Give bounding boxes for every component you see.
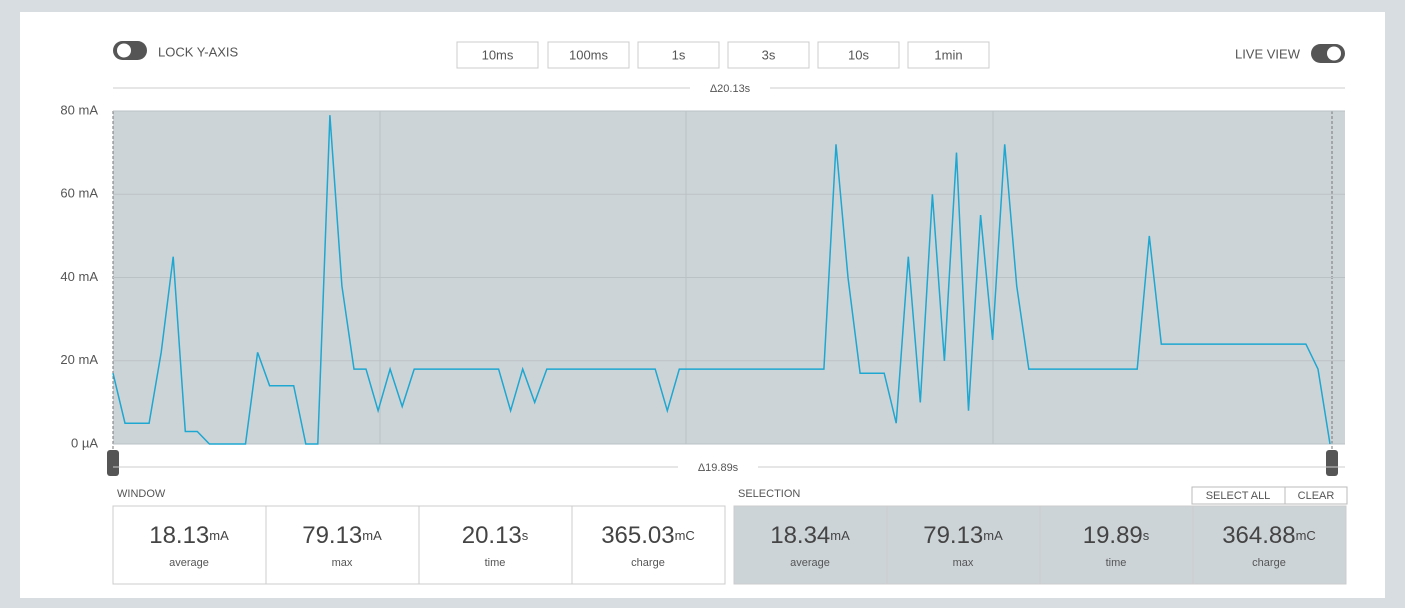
clear-button[interactable] xyxy=(1284,486,1348,505)
stat-number: 18.34 xyxy=(770,522,830,549)
lock-label: LOCK Y-AXIS xyxy=(158,44,239,59)
stat-unit: s xyxy=(1143,528,1150,543)
toggle-knob xyxy=(117,43,131,58)
zoom-button[interactable] xyxy=(727,41,810,69)
stat-value: 79.13mA xyxy=(302,522,382,549)
zoom-button[interactable] xyxy=(456,41,539,69)
stat-label: max xyxy=(953,557,974,569)
select-all-label: SELECT ALL xyxy=(1206,490,1271,502)
toggle-knob xyxy=(1327,46,1341,61)
stat-box xyxy=(265,505,420,585)
stat-value: 18.13mA xyxy=(149,522,229,549)
window-title: WINDOW xyxy=(117,488,166,500)
zoom-button[interactable] xyxy=(637,41,720,69)
zoom-button[interactable] xyxy=(547,41,630,69)
stat-unit: mA xyxy=(209,528,229,543)
selection-delta: Δ19.89s xyxy=(698,462,739,474)
clear-label: CLEAR xyxy=(1298,490,1335,502)
stat-unit: mA xyxy=(830,528,850,543)
zoom-button[interactable] xyxy=(907,41,990,69)
zoom-label: 10ms xyxy=(482,47,514,62)
y-tick-label: 60 mA xyxy=(60,186,98,201)
stat-label: time xyxy=(1106,557,1127,569)
zoom-button[interactable] xyxy=(817,41,900,69)
zoom-label: 100ms xyxy=(569,47,609,62)
zoom-label: 1s xyxy=(672,47,686,62)
label-bg xyxy=(678,459,758,475)
y-tick-label: 80 mA xyxy=(60,102,98,117)
stat-box xyxy=(571,505,726,585)
stat-box xyxy=(1192,505,1347,585)
label-bg xyxy=(690,80,770,96)
zoom-label: 1min xyxy=(934,47,962,62)
current-trace xyxy=(112,115,1331,445)
stat-value: 19.89s xyxy=(1083,522,1150,549)
stat-number: 365.03 xyxy=(601,522,674,549)
stat-number: 79.13 xyxy=(302,522,362,549)
stat-number: 364.88 xyxy=(1222,522,1295,549)
stat-box xyxy=(112,505,267,585)
stat-unit: mC xyxy=(1296,528,1316,543)
left-handle[interactable] xyxy=(107,450,119,476)
right-handle[interactable] xyxy=(1326,450,1338,476)
stat-label: time xyxy=(485,557,506,569)
stat-unit: s xyxy=(522,528,529,543)
y-tick-label: 20 mA xyxy=(60,352,98,367)
stat-box xyxy=(418,505,573,585)
live-label: LIVE VIEW xyxy=(1235,46,1301,61)
stat-box xyxy=(886,505,1041,585)
stat-unit: mC xyxy=(675,528,695,543)
stat-label: charge xyxy=(631,557,665,569)
stat-label: average xyxy=(790,557,830,569)
window-delta: Δ20.13s xyxy=(710,83,751,95)
stat-label: charge xyxy=(1252,557,1286,569)
stat-number: 20.13 xyxy=(462,522,522,549)
stat-unit: mA xyxy=(362,528,382,543)
stat-label: average xyxy=(169,557,209,569)
y-tick-label: 40 mA xyxy=(60,269,98,284)
selection-title: SELECTION xyxy=(738,488,800,500)
stat-unit: mA xyxy=(983,528,1003,543)
stat-number: 18.13 xyxy=(149,522,209,549)
y-tick-label: 0 µA xyxy=(71,435,98,450)
stat-number: 79.13 xyxy=(923,522,983,549)
stat-value: 20.13s xyxy=(462,522,529,549)
stat-value: 79.13mA xyxy=(923,522,1003,549)
stat-number: 19.89 xyxy=(1083,522,1143,549)
stat-box xyxy=(1039,505,1194,585)
stat-label: max xyxy=(332,557,353,569)
stat-value: 365.03mC xyxy=(601,522,695,549)
zoom-label: 3s xyxy=(762,47,776,62)
stat-value: 18.34mA xyxy=(770,522,850,549)
stat-value: 364.88mC xyxy=(1222,522,1316,549)
zoom-label: 10s xyxy=(848,47,869,62)
